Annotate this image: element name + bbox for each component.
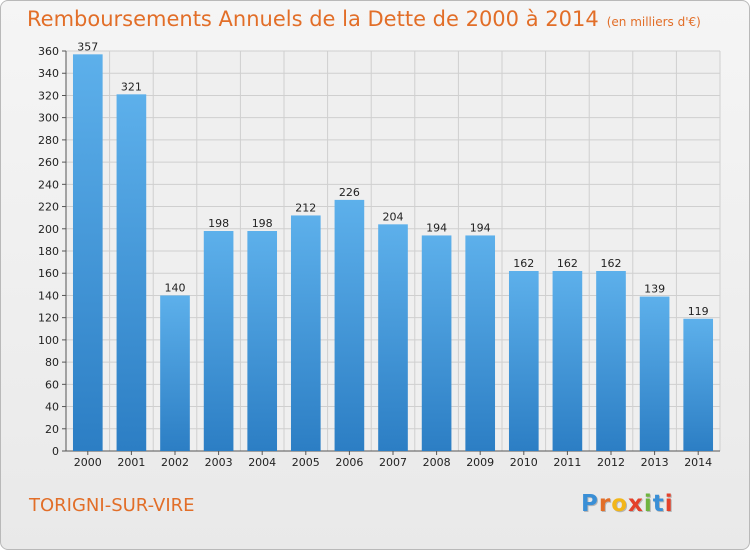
bar: [421, 235, 452, 451]
bar: [334, 199, 365, 451]
bar-value-label: 162: [557, 257, 578, 270]
bar: [465, 235, 496, 451]
x-tick-label: 2007: [379, 456, 407, 469]
bar-value-label: 162: [513, 257, 534, 270]
y-tick-label: 300: [38, 112, 59, 125]
x-tick-label: 2002: [161, 456, 189, 469]
bar-value-label: 321: [121, 80, 142, 93]
x-tick-label: 2008: [423, 456, 451, 469]
x-tick-label: 2012: [597, 456, 625, 469]
bar-value-label: 140: [165, 281, 186, 294]
bar-value-label: 139: [644, 283, 665, 296]
x-tick-label: 2000: [74, 456, 102, 469]
bar: [116, 94, 147, 451]
y-tick-label: 260: [38, 156, 59, 169]
y-tick-label: 320: [38, 89, 59, 102]
bar: [552, 271, 583, 451]
chart-title: Remboursements Annuels de la Dette de 20…: [27, 7, 701, 31]
chart-title-text: Remboursements Annuels de la Dette de 20…: [27, 7, 599, 31]
y-tick-label: 340: [38, 67, 59, 80]
y-tick-label: 80: [45, 356, 59, 369]
logo-letter: i: [664, 491, 674, 517]
x-tick-label: 2011: [553, 456, 581, 469]
x-tick-label: 2003: [205, 456, 233, 469]
y-tick-label: 140: [38, 289, 59, 302]
y-tick-label: 40: [45, 401, 59, 414]
y-tick-label: 180: [38, 245, 59, 258]
x-tick-label: 2013: [641, 456, 669, 469]
proxiti-logo: Proxiti: [581, 491, 674, 517]
y-tick-label: 0: [52, 445, 59, 458]
y-tick-label: 360: [38, 45, 59, 58]
bar: [508, 271, 539, 451]
y-tick-label: 120: [38, 312, 59, 325]
bar: [72, 54, 103, 451]
y-tick-label: 200: [38, 223, 59, 236]
bar-value-label: 212: [295, 201, 316, 214]
bar-value-label: 119: [688, 305, 709, 318]
bar-value-label: 194: [470, 221, 491, 234]
y-tick-label: 100: [38, 334, 59, 347]
logo-letter: P: [581, 491, 599, 517]
bar: [290, 215, 321, 451]
bar-value-label: 198: [208, 217, 229, 230]
logo-letter: o: [611, 491, 629, 517]
bar-value-label: 162: [601, 257, 622, 270]
y-tick-label: 220: [38, 201, 59, 214]
city-name: TORIGNI-SUR-VIRE: [29, 495, 195, 516]
y-tick-label: 60: [45, 378, 59, 391]
bar: [203, 231, 234, 451]
y-tick-label: 20: [45, 423, 59, 436]
chart-subtitle: (en milliers d'€): [606, 15, 701, 29]
bar: [378, 224, 408, 451]
x-tick-label: 2004: [248, 456, 276, 469]
logo-letter: i: [643, 491, 653, 517]
x-tick-label: 2001: [117, 456, 145, 469]
logo-letter: x: [628, 491, 644, 517]
y-tick-label: 240: [38, 178, 59, 191]
bar-value-label: 226: [339, 186, 360, 199]
bar-value-label: 204: [383, 210, 404, 223]
y-tick-label: 160: [38, 267, 59, 280]
x-tick-label: 2005: [292, 456, 320, 469]
y-tick-label: 280: [38, 134, 59, 147]
bar-value-label: 357: [77, 40, 98, 53]
logo-letter: t: [652, 491, 665, 517]
bar: [160, 295, 190, 451]
logo-letter: r: [598, 491, 612, 517]
x-tick-label: 2010: [510, 456, 538, 469]
bar: [683, 318, 714, 451]
bar: [639, 296, 670, 451]
bar-value-label: 198: [252, 217, 273, 230]
bar: [247, 231, 278, 451]
x-tick-label: 2009: [466, 456, 494, 469]
bar: [596, 271, 626, 451]
x-tick-label: 2006: [335, 456, 363, 469]
x-tick-label: 2014: [684, 456, 712, 469]
bar-value-label: 194: [426, 221, 447, 234]
